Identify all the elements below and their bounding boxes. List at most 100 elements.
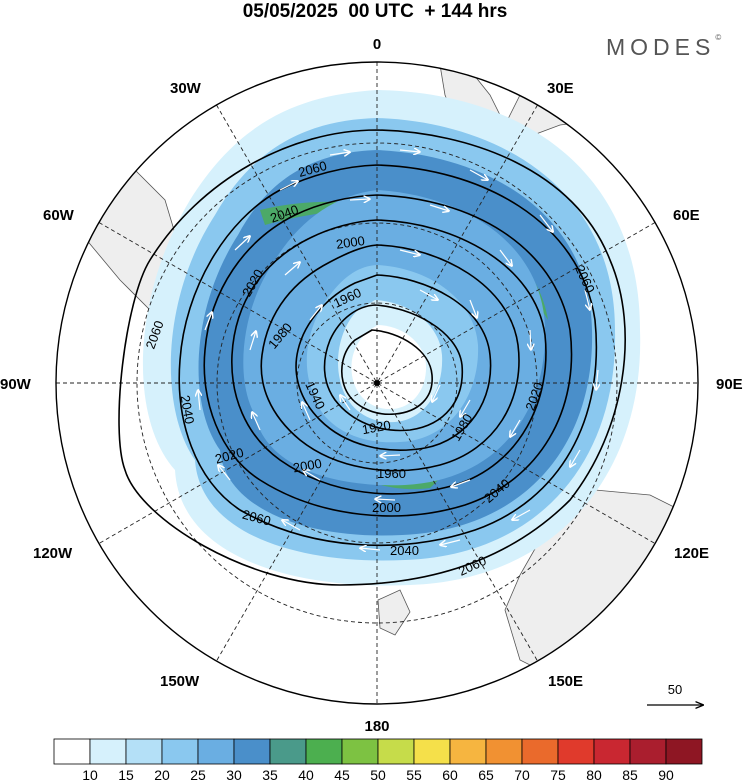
reference-vector-label: 50 — [668, 682, 682, 697]
contour-2020 — [203, 194, 573, 517]
map-title: 05/05/2025 00 UTC + 144 hrs — [242, 1, 508, 22]
wind-arrow — [234, 236, 250, 251]
colorbar-tick-label: 85 — [622, 767, 638, 782]
wind-arrow — [429, 204, 449, 211]
wind-arrow — [399, 150, 420, 152]
colorbar-swatch — [197, 738, 235, 765]
wind-arrow — [375, 499, 396, 500]
wind-arrow — [419, 289, 438, 300]
lon-label-120w: 120W — [33, 545, 73, 562]
lon-label-180: 180 — [364, 718, 389, 735]
lon-label-150e: 150E — [548, 673, 583, 690]
wind-arrow — [596, 369, 598, 390]
wind-arrow — [530, 329, 531, 350]
colorbar-tick-label: 60 — [442, 767, 458, 782]
colorbar-swatch — [377, 738, 415, 765]
wind-arrow — [499, 249, 512, 266]
colorbar-tick-label: 50 — [370, 767, 386, 782]
height-contours — [118, 129, 626, 586]
colorbar-swatch — [89, 738, 127, 765]
colorbar-tick-label: 90 — [658, 767, 674, 782]
colorbar-swatch — [341, 738, 379, 765]
wind-arrow — [329, 152, 350, 155]
colorbar-swatch — [161, 738, 199, 765]
contour-1920 — [341, 329, 433, 415]
wind-arrow — [440, 539, 461, 545]
wind-arrow — [303, 470, 321, 481]
colorbar-tick-label: 35 — [262, 767, 278, 782]
contour-2000 — [231, 219, 547, 495]
colorbar-tick-label: 45 — [334, 767, 350, 782]
longitude-labels: 0 30E 60E 90E 120E 150E 180 150W 120W 90… — [0, 36, 743, 735]
wind-arrow — [451, 479, 471, 487]
colorbar-tick-label: 75 — [550, 767, 566, 782]
colorbar-tick-label: 10 — [82, 767, 98, 782]
lon-label-60w: 60W — [43, 207, 75, 224]
contour-label-2040-bottom: 2040 — [390, 543, 419, 558]
contour-1960 — [295, 274, 492, 451]
wind-arrow — [539, 214, 553, 232]
copyright-mark: © — [715, 33, 722, 43]
graticule — [56, 62, 698, 704]
contour-label-2040-lower: 2040 — [178, 394, 198, 425]
colorbar-tick-label: 20 — [154, 767, 170, 782]
colorbar-tick-label: 15 — [118, 767, 134, 782]
contour-label-2000-top: 2000 — [335, 233, 366, 252]
colorbar-tick-label: 40 — [298, 767, 314, 782]
wind-arrow — [218, 465, 231, 481]
lon-label-30e: 30E — [547, 80, 574, 97]
wind-arrow — [340, 395, 351, 411]
colorbar-swatch — [53, 738, 91, 765]
colorbar-swatch — [269, 738, 307, 765]
wind-arrow — [584, 289, 590, 310]
contour-1980 — [260, 244, 520, 472]
colorbar-swatch — [233, 738, 271, 765]
lon-label-60e: 60E — [673, 207, 700, 224]
colorbar-tick-label: 80 — [586, 767, 602, 782]
wind-arrow — [309, 305, 322, 321]
contour-label-2000-bottom: 2000 — [372, 500, 401, 515]
contour-label-2060-top: 2060 — [297, 158, 329, 180]
contour-label-1920: 1920 — [361, 417, 392, 437]
wind-arrow — [252, 412, 261, 431]
lon-label-90w: 90W — [0, 376, 32, 393]
lon-label-0: 0 — [373, 36, 381, 53]
wind-arrow — [349, 199, 370, 200]
colorbar-swatch — [305, 738, 343, 765]
wind-arrow — [284, 262, 300, 276]
contour-2040 — [178, 164, 598, 547]
colorbar-swatch — [665, 738, 703, 765]
colorbar-swatch — [449, 738, 487, 765]
wind-arrow — [469, 299, 477, 318]
wind-arrow — [510, 419, 521, 437]
colorbar-swatch — [557, 738, 595, 765]
lon-label-30w: 30W — [170, 80, 202, 97]
wind-arrow — [380, 455, 401, 456]
contour-label-2000-lower: 2000 — [292, 456, 323, 476]
colorbar-tick-label: 65 — [478, 767, 494, 782]
wind-arrow — [282, 520, 301, 531]
wind-arrow — [460, 399, 471, 417]
contour-1940 — [323, 304, 464, 432]
south-pole-dot — [374, 380, 380, 386]
lon-label-150w: 150W — [160, 673, 200, 690]
colorbar-swatch — [629, 738, 667, 765]
wind-arrow — [302, 402, 311, 421]
colorbar-swatch — [125, 738, 163, 765]
brand-logo: MODES© — [606, 33, 722, 61]
wind-arrow — [570, 449, 581, 467]
wind-arrow — [512, 509, 531, 520]
contour-label-2020-lower: 2020 — [213, 445, 245, 467]
colorbar-tick-label: 55 — [406, 767, 422, 782]
colorbar-tick-label: 70 — [514, 767, 530, 782]
contour-label-1960-lower: 1960 — [377, 466, 406, 481]
colorbar-swatch — [413, 738, 451, 765]
map-boundary — [55, 61, 699, 705]
wind-arrow — [360, 548, 381, 550]
speed-band-lowest — [351, 325, 427, 410]
colorbar-swatch — [593, 738, 631, 765]
wind-speed-shading — [142, 90, 641, 586]
contour-label-2060-bottom: 2060 — [241, 507, 273, 529]
colorbar-swatch — [521, 738, 559, 765]
